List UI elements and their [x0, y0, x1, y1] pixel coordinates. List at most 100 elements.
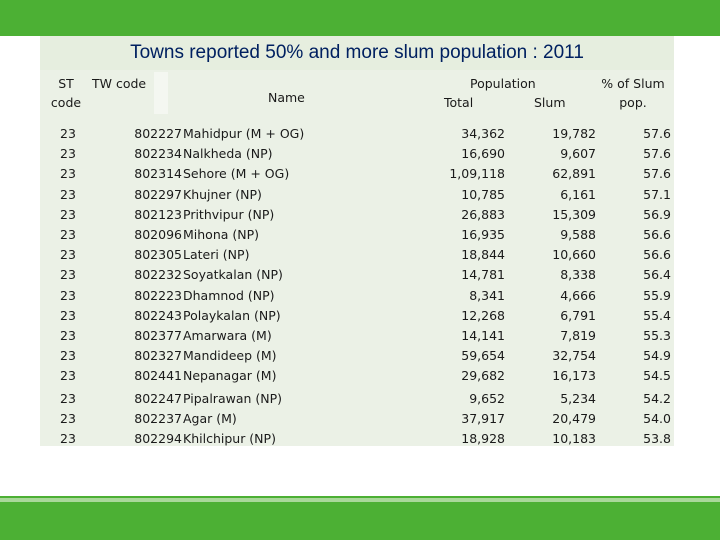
cell-name: Pipalrawan (NP) [183, 391, 283, 407]
table-row: 23 802294 Khilchipur (NP) 18,928 10,183 53.8 [40, 429, 674, 449]
cell-pct-slum: 55.4 [643, 307, 671, 323]
cell-name: Sehore (M + OG) [183, 166, 290, 182]
cell-pct-slum: 57.6 [643, 166, 671, 182]
cell-total: 12,268 [461, 307, 505, 323]
cell-st-code: 23 [60, 146, 76, 162]
cell-pct-slum: 57.6 [643, 146, 671, 162]
slide-title: Towns reported 50% and more slum populat… [130, 42, 584, 63]
cell-tw-code: 802305 [134, 247, 182, 263]
table-row: 23 802096 Mihona (NP) 16,935 9,588 56.6 [40, 225, 674, 245]
cell-tw-code: 802234 [134, 146, 182, 162]
bottom-light-stripe [0, 498, 720, 502]
cell-tw-code: 802243 [134, 307, 182, 323]
cell-name: Khilchipur (NP) [183, 431, 276, 447]
table-row: 23 802237 Agar (M) 37,917 20,479 54.0 [40, 409, 674, 429]
cell-slum: 6,791 [560, 307, 596, 323]
cell-name: Prithvipur (NP) [183, 206, 275, 222]
cell-slum: 62,891 [552, 166, 596, 182]
cell-pct-slum: 54.5 [643, 368, 671, 384]
cell-pct-slum: 54.0 [643, 411, 671, 427]
cell-total: 8,341 [469, 287, 505, 303]
table-row: 23 802377 Amarwara (M) 14,141 7,819 55.3 [40, 326, 674, 346]
cell-st-code: 23 [60, 126, 76, 141]
table-row: 23 802123 Prithvipur (NP) 26,883 15,309 56.9 [40, 205, 674, 225]
cell-pct-slum: 54.2 [643, 391, 671, 407]
table-panel: Towns reported 50% and more slum populat… [40, 36, 674, 446]
table-row: 23 802327 Mandideep (M) 59,654 32,754 54.9 [40, 346, 674, 366]
table-row: 23 802314 Sehore (M + OG) 1,09,118 62,891 57.… [40, 164, 674, 184]
header-tw-code: TW code [92, 76, 147, 91]
cell-name: Lateri (NP) [183, 247, 250, 263]
cell-st-code: 23 [60, 368, 76, 384]
cell-st-code: 23 [60, 327, 76, 343]
cell-slum: 8,338 [560, 267, 596, 283]
bottom-green-bar [0, 502, 720, 540]
table-row: 23 802232 Soyatkalan (NP) 14,781 8,338 56.4 [40, 265, 674, 285]
cell-tw-code: 802237 [134, 411, 182, 427]
cell-tw-code: 802377 [134, 327, 182, 343]
cell-total: 26,883 [461, 206, 505, 222]
cell-total: 18,928 [461, 431, 505, 447]
cell-pct-slum: 56.6 [643, 226, 671, 242]
cell-total: 14,141 [461, 327, 505, 343]
cell-total: 14,781 [461, 267, 505, 283]
cell-tw-code: 802294 [134, 431, 182, 447]
cell-st-code: 23 [60, 206, 76, 222]
cell-total: 16,935 [461, 226, 505, 242]
cell-st-code: 23 [60, 431, 76, 447]
cell-st-code: 23 [60, 267, 76, 283]
cell-tw-code: 802223 [134, 287, 182, 303]
header-st-code: ST code [46, 74, 86, 112]
cell-tw-code: 802123 [134, 206, 182, 222]
cell-slum: 4,666 [560, 287, 596, 303]
table-row: 23 802234 Nalkheda (NP) 16,690 9,607 57.6 [40, 144, 674, 164]
cell-slum: 32,754 [552, 348, 596, 364]
cell-slum: 5,234 [560, 391, 596, 407]
header-st-code-line2: code [50, 95, 82, 110]
cell-total: 10,785 [461, 186, 505, 202]
cell-slum: 10,660 [552, 247, 596, 263]
cell-name: Mandideep (M) [183, 348, 277, 364]
cell-tw-code: 802297 [134, 186, 182, 202]
table-row: 23 802223 Dhamnod (NP) 8,341 4,666 55.9 [40, 286, 674, 306]
cell-total: 29,682 [461, 368, 505, 384]
cell-pct-slum: 56.4 [643, 267, 671, 283]
cell-st-code: 23 [60, 411, 76, 427]
cell-name: Mihona (NP) [183, 226, 260, 242]
header-st-code-line1: ST [58, 76, 74, 91]
cell-tw-code: 802314 [134, 166, 182, 182]
cell-total: 9,652 [469, 391, 505, 407]
cell-pct-slum: 57.6 [643, 126, 671, 141]
title-band: Towns reported 50% and more slum populat… [40, 36, 674, 70]
cell-st-code: 23 [60, 247, 76, 263]
cell-slum: 6,161 [560, 186, 596, 202]
header-slum: Slum [534, 95, 566, 110]
header-pct-slum: % of Slum pop. [595, 74, 671, 112]
cell-name: Amarwara (M) [183, 327, 272, 343]
cell-name: Soyatkalan (NP) [183, 267, 283, 283]
cell-tw-code: 802227 [134, 126, 182, 141]
table-row: 23 802297 Khujner (NP) 10,785 6,161 57.1 [40, 185, 674, 205]
cell-name: Polaykalan (NP) [183, 307, 281, 323]
table-row: 23 802305 Lateri (NP) 18,844 10,660 56.6 [40, 245, 674, 265]
cell-total: 34,362 [461, 126, 505, 141]
cell-st-code: 23 [60, 348, 76, 364]
header-cell-shade [154, 72, 168, 114]
cell-slum: 7,819 [560, 327, 596, 343]
cell-pct-slum: 57.1 [643, 186, 671, 202]
cell-st-code: 23 [60, 307, 76, 323]
cell-slum: 20,479 [552, 411, 596, 427]
cell-name: Mahidpur (M + OG) [183, 126, 305, 141]
cell-tw-code: 802232 [134, 267, 182, 283]
cell-pct-slum: 53.8 [643, 431, 671, 447]
header-name: Name [268, 90, 305, 105]
cell-total: 16,690 [461, 146, 505, 162]
cell-slum: 9,607 [560, 146, 596, 162]
cell-name: Agar (M) [183, 411, 237, 427]
cell-slum: 10,183 [552, 431, 596, 447]
cell-name: Dhamnod (NP) [183, 287, 275, 303]
header-total: Total [444, 95, 474, 110]
cell-slum: 15,309 [552, 206, 596, 222]
cell-st-code: 23 [60, 186, 76, 202]
cell-st-code: 23 [60, 166, 76, 182]
